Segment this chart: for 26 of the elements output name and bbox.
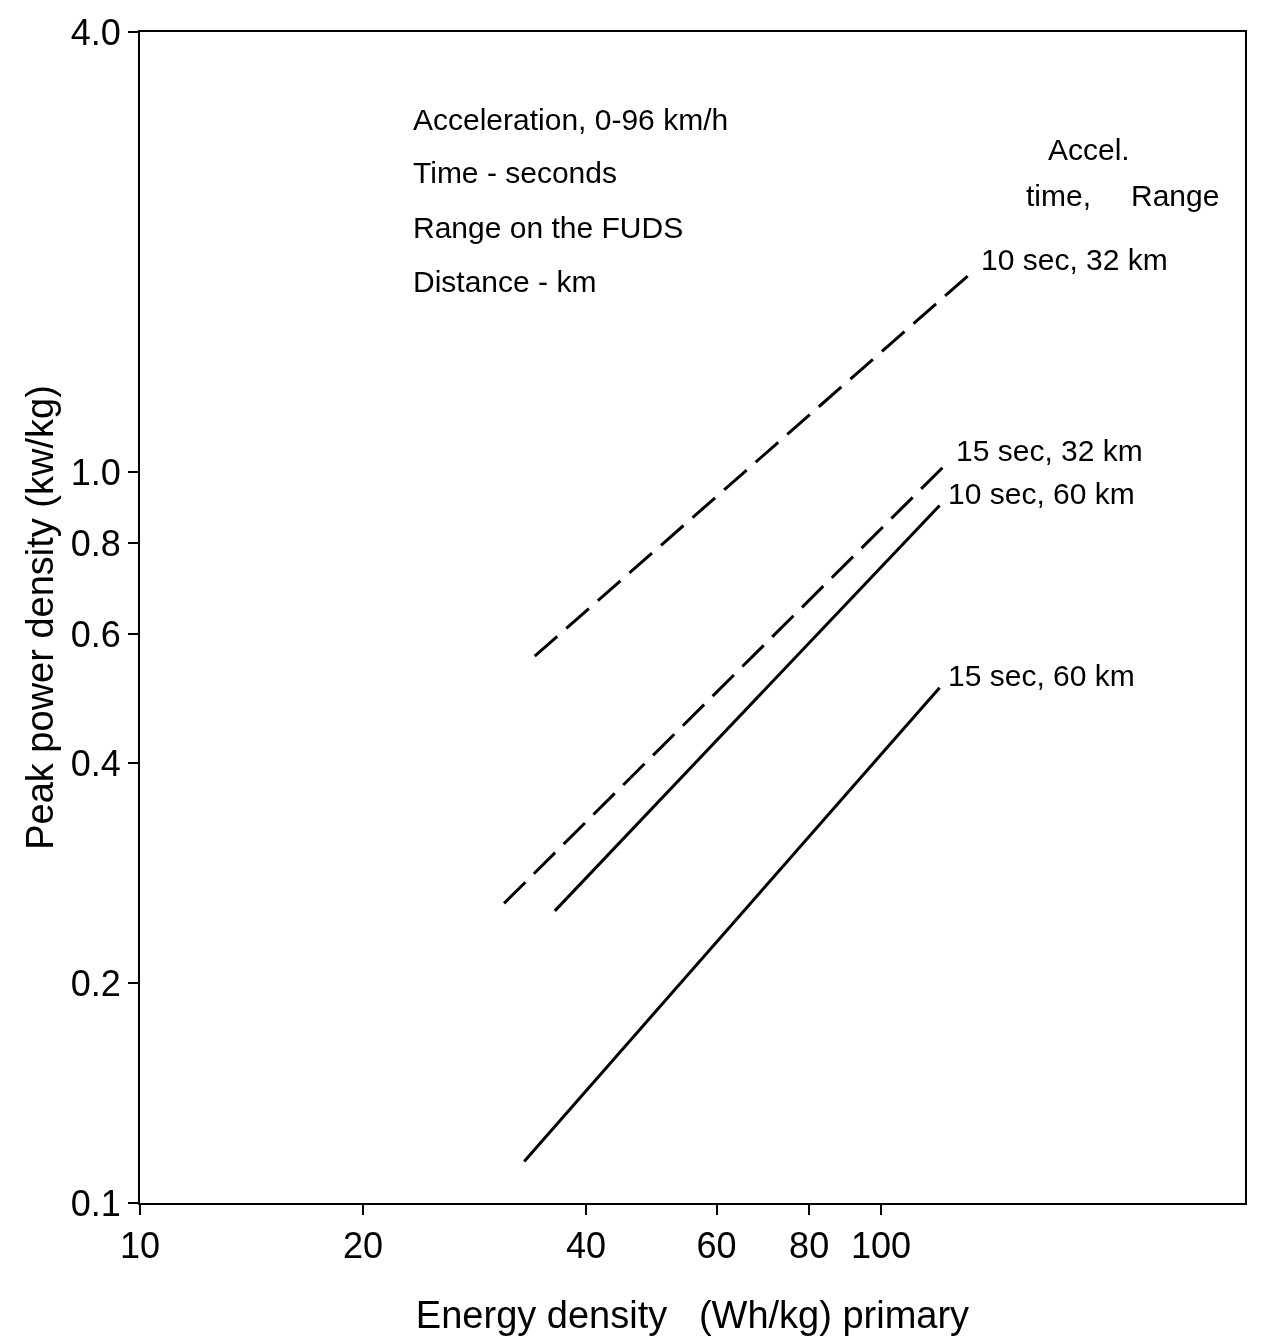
annotation: Range [1131,179,1220,212]
series-label: 15 sec, 60 km [948,659,1135,692]
annotation: Distance - km [413,265,597,298]
x-tick-label: 60 [696,1225,737,1267]
y-tick-label: 1.0 [70,451,121,493]
y-tick-label: 0.1 [70,1182,121,1224]
series-label: 10 sec, 32 km [981,243,1168,276]
series-label: 10 sec, 60 km [948,477,1135,510]
x-tick-label: 100 [850,1225,911,1267]
x-tick-label: 40 [566,1225,607,1267]
annotation: Range on the FUDS [413,211,684,244]
x-axis-title: Energy density (Wh/kg) primary [415,1294,970,1336]
annotation: Time - seconds [413,156,617,189]
y-tick-label: 0.2 [70,962,121,1004]
x-tick-label: 20 [343,1225,384,1267]
x-tick-label: 80 [789,1225,830,1267]
annotation: Acceleration, 0-96 km/h [413,103,729,136]
y-tick-label: 0.8 [70,522,121,564]
series-label: 15 sec, 32 km [956,434,1143,467]
annotation: time, [1026,179,1092,212]
y-axis-title: Peak power density (kw/kg) [19,385,61,850]
y-tick-label: 0.4 [70,742,121,784]
annotation: Accel. [1048,133,1130,166]
y-tick-label: 4.0 [70,11,121,53]
y-tick-label: 0.6 [70,613,121,655]
x-tick-label: 10 [119,1225,161,1267]
